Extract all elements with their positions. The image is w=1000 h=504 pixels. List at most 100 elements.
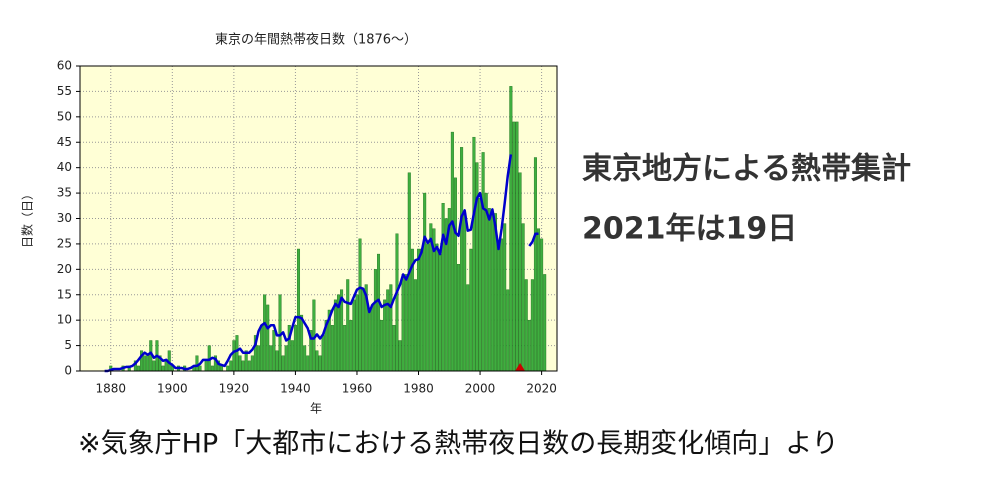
bar: [484, 192, 488, 372]
bar: [355, 294, 359, 372]
bar: [441, 203, 445, 372]
bar: [229, 360, 233, 372]
plot-frame: [79, 65, 558, 372]
y-tick-label: 5: [64, 338, 72, 352]
bar: [543, 274, 547, 372]
bar: [256, 345, 260, 372]
bar: [263, 294, 267, 372]
y-tick-label: 25: [57, 236, 72, 250]
bar: [346, 279, 350, 372]
bar: [315, 350, 319, 372]
y-tick-label: 55: [57, 84, 72, 98]
bar: [481, 152, 485, 372]
bar: [466, 284, 470, 372]
chart-title: 東京の年間熱帯夜日数（1876～）: [215, 32, 417, 48]
bar: [527, 319, 531, 372]
bar: [330, 325, 334, 372]
bar: [361, 289, 365, 372]
bar: [358, 238, 362, 372]
bar: [509, 86, 513, 372]
bar: [195, 355, 199, 372]
bar: [380, 319, 384, 372]
y-tick-label: 60: [57, 59, 72, 73]
bar: [521, 223, 525, 372]
y-tick-label: 10: [57, 313, 72, 327]
bar: [518, 172, 522, 372]
bar: [226, 365, 230, 372]
bar: [349, 319, 353, 372]
bar: [143, 355, 147, 372]
y-tick-label: 40: [57, 160, 72, 174]
bar: [152, 360, 156, 372]
bar: [417, 248, 421, 372]
bar: [438, 253, 442, 372]
y-tick-label: 50: [57, 109, 72, 123]
bar: [275, 350, 279, 372]
bar: [232, 340, 236, 372]
bar: [506, 289, 510, 372]
bar: [386, 289, 390, 372]
bar: [500, 238, 504, 372]
bar: [530, 279, 534, 372]
bar: [272, 330, 276, 372]
x-tick-label: 1960: [342, 382, 373, 396]
bar: [463, 213, 467, 372]
bar: [423, 192, 427, 372]
bar: [306, 355, 310, 372]
bar: [146, 355, 150, 372]
bar: [247, 360, 251, 372]
bar: [524, 279, 528, 372]
y-axis-label: 日数（日）: [20, 188, 35, 248]
bar: [383, 299, 387, 372]
x-tick-label: 2020: [526, 382, 557, 396]
bar: [460, 147, 464, 372]
bar: [457, 264, 461, 372]
bar: [235, 335, 239, 372]
moving-average-line: [104, 154, 539, 373]
y-tick-label: 45: [57, 135, 72, 149]
bar: [318, 355, 322, 372]
bar: [296, 248, 301, 372]
bar: [136, 365, 140, 372]
bar: [389, 284, 393, 372]
bar: [161, 365, 165, 372]
annotation: 2021年は19日: [582, 212, 797, 247]
bar: [435, 243, 439, 372]
bar: [290, 340, 294, 372]
bar: [250, 355, 254, 372]
bar: [321, 335, 325, 372]
bar: [377, 253, 381, 372]
bar: [352, 299, 356, 372]
bar: [469, 248, 473, 372]
x-tick-label: 1920: [219, 382, 250, 396]
bar: [370, 304, 374, 372]
bar: [503, 223, 507, 372]
y-tick-label: 20: [57, 262, 72, 276]
bar: [395, 233, 399, 372]
bar: [512, 121, 516, 372]
x-tick-label: 1880: [96, 382, 127, 396]
bar: [497, 243, 501, 372]
marker: [515, 363, 526, 371]
bar: [404, 274, 408, 372]
source-note: ※気象庁HP「大都市における熱帯夜日数の長期変化傾向」より: [78, 429, 839, 460]
bar: [420, 248, 424, 372]
bar: [241, 360, 245, 372]
bar: [210, 365, 214, 372]
x-tick-label: 1940: [280, 382, 311, 396]
bar: [281, 355, 285, 372]
bar: [343, 325, 347, 372]
bar: [426, 243, 430, 372]
bar: [333, 299, 337, 372]
bar: [453, 177, 457, 372]
bar: [284, 345, 288, 372]
x-tick-label: 2000: [465, 382, 496, 396]
bar: [487, 208, 491, 372]
bar: [260, 325, 264, 372]
x-tick-label: 1980: [403, 382, 434, 396]
y-tick-label: 0: [64, 364, 72, 378]
bar: [303, 345, 307, 372]
x-axis-label: 年: [310, 402, 322, 416]
bar: [401, 274, 405, 372]
